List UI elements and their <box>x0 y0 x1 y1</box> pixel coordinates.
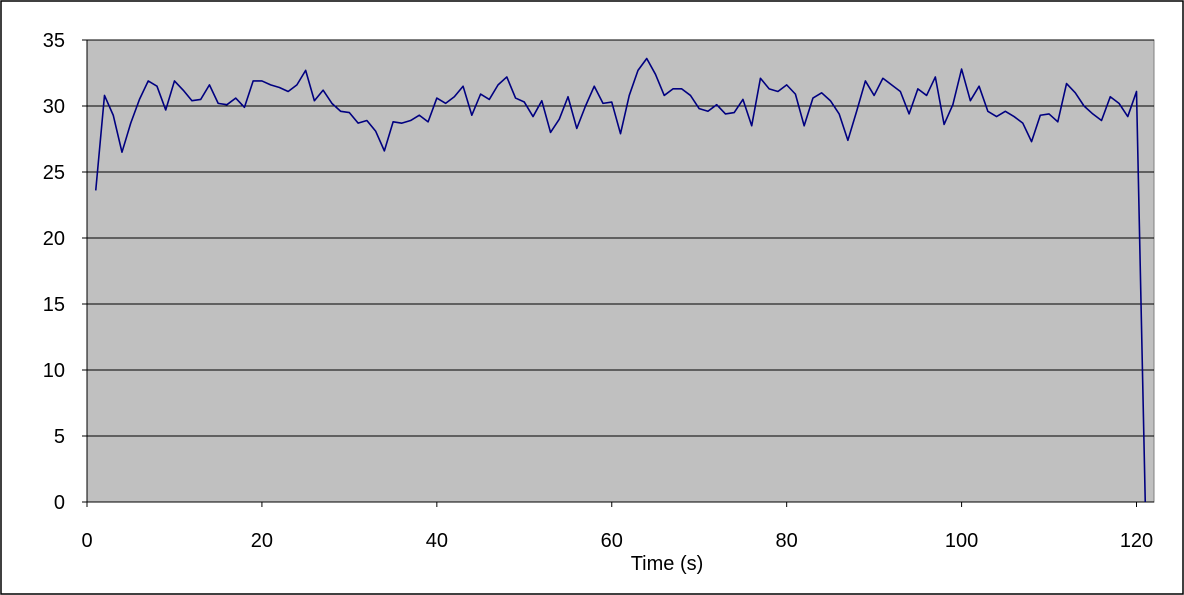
y-tick-label: 25 <box>43 162 65 184</box>
y-tick-label: 20 <box>43 228 65 250</box>
x-tick-label: 100 <box>945 530 978 552</box>
y-tick-label: 10 <box>43 360 65 382</box>
x-axis-title: Time (s) <box>631 553 704 575</box>
y-tick-label: 35 <box>43 30 65 52</box>
x-tick-labels: 0 20 40 60 80 100 120 <box>81 502 1153 552</box>
x-tick-label: 40 <box>426 530 448 552</box>
y-tick-label: 30 <box>43 96 65 118</box>
x-tick-label: 20 <box>251 530 273 552</box>
y-tick-labels: 0 5 10 15 20 25 30 35 <box>43 30 87 514</box>
x-tick-label: 0 <box>81 530 92 552</box>
x-tick-label: 80 <box>776 530 798 552</box>
y-tick-label: 5 <box>54 426 65 448</box>
series-line-0 <box>94 57 1147 503</box>
y-tick-label: 15 <box>43 294 65 316</box>
y-tick-label: 0 <box>54 492 65 514</box>
x-tick-label: 120 <box>1120 530 1153 552</box>
axes <box>86 40 1154 503</box>
x-tick-label: 60 <box>601 530 623 552</box>
plot-area <box>86 39 1155 503</box>
series-group <box>94 57 1147 503</box>
gridlines <box>87 39 1154 437</box>
